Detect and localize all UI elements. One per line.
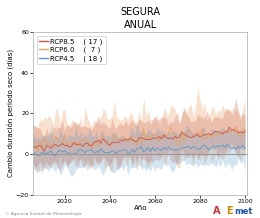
Text: © Agencia Estatal de Meteorología: © Agencia Estatal de Meteorología bbox=[5, 212, 82, 216]
Text: E: E bbox=[226, 206, 233, 216]
Text: met: met bbox=[234, 207, 252, 216]
Text: A: A bbox=[213, 206, 221, 216]
X-axis label: Año: Año bbox=[133, 205, 147, 211]
Title: SEGURA
ANUAL: SEGURA ANUAL bbox=[120, 7, 160, 30]
Legend: RCP8.5    ( 17 ), RCP6.0    (  7 ), RCP4.5    ( 18 ): RCP8.5 ( 17 ), RCP6.0 ( 7 ), RCP4.5 ( 18… bbox=[37, 36, 106, 64]
Y-axis label: Cambio duración periodo seco (días): Cambio duración periodo seco (días) bbox=[7, 49, 15, 177]
